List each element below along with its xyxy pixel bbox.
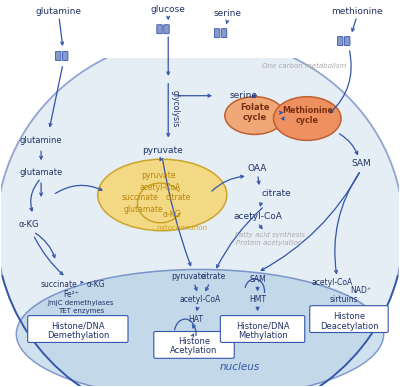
Text: Histone/DNA: Histone/DNA — [51, 322, 105, 330]
Text: NAD⁺: NAD⁺ — [350, 286, 371, 295]
Text: acetyl-CoA: acetyl-CoA — [140, 183, 181, 192]
FancyBboxPatch shape — [220, 316, 305, 342]
Text: SAM: SAM — [351, 159, 371, 168]
Text: glutamine: glutamine — [36, 7, 82, 16]
Text: Folate
cycle: Folate cycle — [240, 103, 269, 122]
Text: SAM: SAM — [249, 275, 266, 284]
Text: acetyl-CoA: acetyl-CoA — [179, 295, 221, 304]
Text: citrate: citrate — [200, 272, 226, 281]
Ellipse shape — [98, 159, 227, 231]
Text: glutamate: glutamate — [20, 168, 63, 176]
Text: glutamate: glutamate — [124, 205, 163, 214]
Text: Methionine
cycle: Methionine cycle — [282, 106, 333, 125]
FancyBboxPatch shape — [28, 316, 128, 342]
Bar — [0, 0, 400, 58]
FancyBboxPatch shape — [56, 51, 61, 60]
Text: Fatty acid synthesis: Fatty acid synthesis — [234, 232, 304, 238]
Text: HAT: HAT — [188, 315, 204, 324]
Ellipse shape — [0, 36, 400, 387]
FancyBboxPatch shape — [344, 37, 350, 46]
FancyBboxPatch shape — [310, 306, 388, 332]
Text: α-KG: α-KG — [86, 280, 105, 289]
Text: succinate: succinate — [122, 194, 159, 202]
Text: succinate: succinate — [41, 280, 77, 289]
Text: glutamine: glutamine — [20, 136, 62, 145]
Text: One carbon metabolism: One carbon metabolism — [262, 63, 346, 69]
Ellipse shape — [16, 269, 384, 387]
Text: pyruvate: pyruvate — [142, 146, 183, 155]
Text: Protein acetylation: Protein acetylation — [236, 240, 302, 246]
Text: glycolysis: glycolysis — [171, 90, 180, 127]
Text: pyruvate: pyruvate — [141, 171, 176, 180]
Text: α-KG: α-KG — [163, 211, 182, 219]
Text: nucleus: nucleus — [220, 362, 260, 372]
Text: Fe²⁺: Fe²⁺ — [63, 290, 79, 299]
Text: mitochondrion: mitochondrion — [156, 225, 208, 231]
Text: OAA: OAA — [248, 164, 267, 173]
Text: Histone/DNA: Histone/DNA — [236, 322, 289, 330]
Ellipse shape — [225, 97, 284, 134]
Text: sirtuins: sirtuins — [330, 295, 358, 304]
Text: pyruvate: pyruvate — [171, 272, 205, 281]
Text: Demethylation: Demethylation — [47, 332, 109, 341]
Text: Acetylation: Acetylation — [170, 346, 218, 355]
Text: methionine: methionine — [331, 7, 383, 16]
FancyBboxPatch shape — [214, 29, 220, 38]
Text: citrate: citrate — [262, 190, 291, 199]
FancyBboxPatch shape — [221, 29, 227, 38]
Text: Methylation: Methylation — [238, 332, 288, 341]
Text: acetyl-CoA: acetyl-CoA — [312, 278, 353, 287]
Text: serine: serine — [230, 91, 258, 100]
FancyBboxPatch shape — [62, 51, 68, 60]
Ellipse shape — [274, 97, 341, 140]
Text: glucose: glucose — [151, 5, 186, 14]
Text: Deacetylation: Deacetylation — [320, 322, 378, 330]
Text: TET enzymes: TET enzymes — [58, 308, 104, 314]
FancyBboxPatch shape — [157, 25, 162, 34]
FancyBboxPatch shape — [154, 332, 234, 358]
Text: serine: serine — [214, 9, 242, 18]
Text: Histone: Histone — [333, 312, 365, 320]
FancyBboxPatch shape — [164, 25, 169, 34]
Text: citrate: citrate — [166, 194, 191, 202]
FancyBboxPatch shape — [338, 37, 343, 46]
Text: acetyl-CoA: acetyl-CoA — [233, 212, 282, 221]
Text: α-KG: α-KG — [19, 220, 40, 229]
Text: HMT: HMT — [249, 295, 266, 304]
Text: JmjC demethylases: JmjC demethylases — [48, 300, 114, 306]
Text: Histone: Histone — [178, 337, 210, 346]
